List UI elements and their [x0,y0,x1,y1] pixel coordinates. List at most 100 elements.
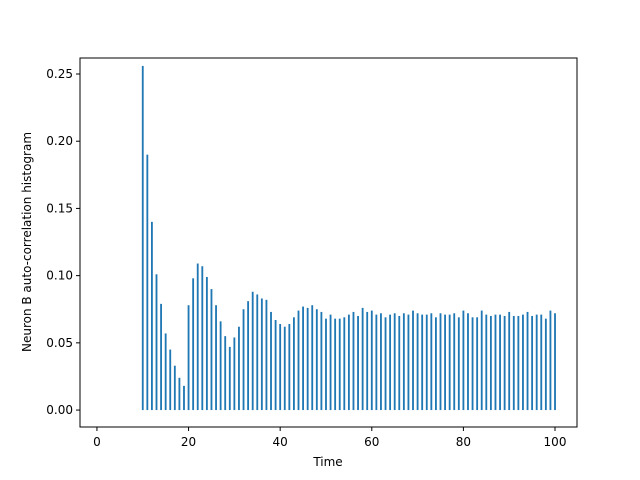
bar [402,313,405,411]
bar [366,311,369,411]
bar [462,310,465,411]
bar [489,315,492,411]
bar [329,314,332,411]
bar [448,314,451,411]
bar [457,317,460,411]
bar [503,315,506,411]
bar [535,314,538,411]
bar [270,311,272,411]
bar [361,307,364,411]
bar [389,314,392,411]
bar [205,276,208,411]
y-tick-label: 0.15 [46,201,73,215]
bar [247,301,250,411]
bar [554,313,556,411]
bar [288,324,291,411]
bar [311,305,314,411]
y-tick-label: 0.05 [46,336,73,350]
bar [508,311,511,411]
bar [416,313,419,411]
bar [228,346,231,411]
x-tick-label: 100 [544,435,567,449]
bar [224,336,227,411]
bar [352,311,355,411]
bar [430,313,433,411]
x-tick-label: 20 [181,435,196,449]
bar [260,298,263,411]
bar [238,326,240,411]
bar [425,314,428,411]
bar [283,326,286,411]
bar [384,317,387,411]
bar [210,289,213,411]
bar [444,314,446,411]
bar [393,313,396,411]
x-axis-label: Time [312,455,342,469]
bar [274,319,277,411]
bar [325,318,327,411]
bar [187,305,190,411]
bar [164,333,167,411]
bar [219,321,222,411]
bar [215,305,217,411]
bar [485,314,488,411]
bar [370,310,373,411]
bar [512,315,515,411]
bar [435,317,437,411]
bar [173,365,176,411]
bar [531,315,534,411]
bar [242,309,245,411]
bar [265,299,268,411]
bar [251,291,254,411]
bar [421,314,424,411]
y-tick-label: 0.25 [46,67,73,81]
bar [141,65,144,411]
bar [183,385,185,411]
bar [380,313,382,411]
bar [544,318,547,411]
bar [160,303,162,411]
x-tick-label: 60 [364,435,379,449]
x-tick-label: 40 [273,435,288,449]
bar [494,314,497,411]
bar [302,306,304,411]
bar [522,314,524,411]
bar [201,266,204,411]
bar [471,317,474,411]
y-tick-label: 0.00 [46,403,73,417]
bar [315,309,318,411]
bar [338,318,341,411]
bar [347,314,350,411]
bar [517,315,520,411]
bar [439,313,442,411]
x-tick-label: 0 [93,435,101,449]
bar [196,263,199,411]
bar [320,311,323,411]
bar [146,154,149,411]
bar [467,313,469,411]
bar [306,307,309,411]
bar [293,317,295,411]
bar [343,317,346,411]
bar [334,318,337,411]
bar [297,310,300,411]
bar [192,278,195,411]
bar [155,274,158,411]
bar [549,310,552,411]
plot-frame [79,57,578,428]
bar [526,311,529,411]
y-axis-label: Neuron B auto-correlation histogram [20,132,34,352]
bar [499,314,501,411]
bar [357,315,359,411]
bar [178,377,181,411]
bar [256,294,259,411]
bar [398,315,401,411]
bar [480,310,483,411]
bar [169,349,172,411]
bar [279,324,282,411]
y-tick-label: 0.20 [46,134,73,148]
bar [476,317,479,411]
y-tick-label: 0.10 [46,269,73,283]
bar [151,221,153,411]
